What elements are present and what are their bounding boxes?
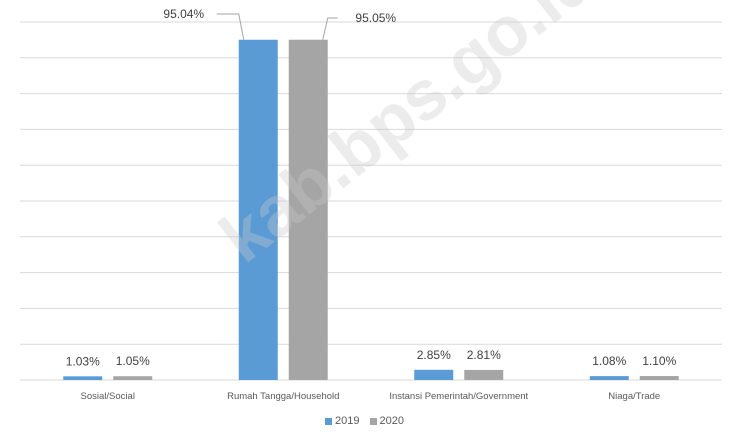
category-label-2: Rumah Tangga/Household	[227, 391, 339, 402]
leader-line	[216, 13, 245, 40]
data-label-2019-1: 1.03%	[66, 354, 100, 368]
bar-2020-1	[113, 376, 153, 380]
legend-swatch-2020	[369, 417, 377, 425]
bar-2019-1	[63, 376, 103, 380]
data-label-2019-2: 95.04%	[163, 7, 204, 21]
bar-2019-3	[414, 369, 454, 380]
category-label-3: Instansi Pemerintah/Government	[389, 391, 528, 402]
data-label-2020-2: 95.05%	[355, 11, 396, 25]
bars	[63, 39, 679, 380]
category-labels: Sosial/Social Rumah Tangga/Household Insta…	[81, 391, 661, 402]
bar-2019-2	[238, 39, 278, 380]
bar-2019-4	[589, 376, 629, 380]
data-label-2020-3: 2.81%	[467, 348, 501, 362]
legend: 2019 2020	[0, 415, 729, 427]
data-label-2020-4: 1.10%	[642, 354, 676, 368]
legend-item-2020: 2020	[369, 415, 404, 427]
bar-2020-3	[464, 369, 504, 380]
category-label-1: Sosial/Social	[81, 391, 135, 402]
legend-swatch-2019	[325, 417, 333, 425]
data-label-2019-3: 2.85%	[417, 348, 451, 362]
data-labels: 1.03% 1.05% 95.04% 95.05% 2.85% 2.81% 1.08% 1.1…	[66, 7, 677, 368]
category-label-4: Niaga/Trade	[608, 391, 660, 402]
legend-label-2019: 2019	[335, 415, 360, 427]
data-label-2020-1: 1.05%	[116, 354, 150, 368]
bar-2020-2	[288, 39, 328, 380]
gridlines	[20, 21, 722, 381]
leader-line	[322, 17, 338, 40]
data-label-2019-4: 1.08%	[592, 354, 626, 368]
bar-2020-4	[639, 376, 679, 380]
legend-item-2019: 2019	[325, 415, 360, 427]
legend-label-2020: 2020	[379, 415, 404, 427]
